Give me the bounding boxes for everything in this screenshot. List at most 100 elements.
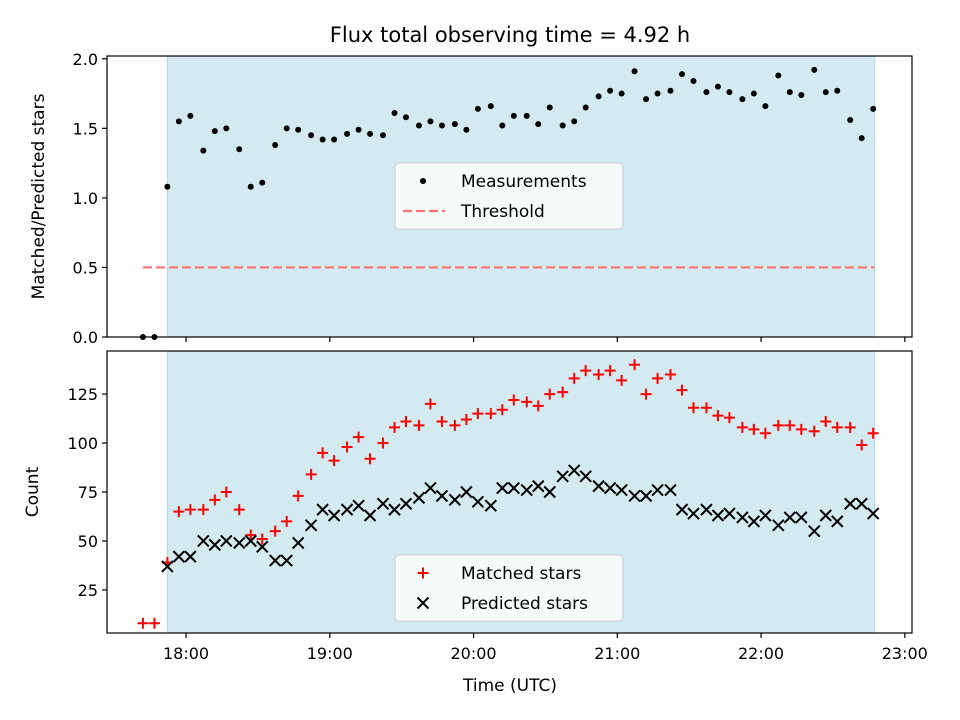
data-point <box>448 493 462 507</box>
data-point <box>688 402 699 414</box>
data-point <box>399 497 413 510</box>
data-point <box>831 515 844 528</box>
y-tick-label: 1.5 <box>73 119 98 138</box>
data-point <box>415 122 422 129</box>
data-point <box>544 388 556 400</box>
y-tick-label: 1.0 <box>73 189 98 208</box>
data-point <box>532 479 545 493</box>
data-point <box>700 402 712 414</box>
data-point <box>256 533 268 545</box>
data-point <box>472 408 484 420</box>
data-point <box>867 427 879 439</box>
data-point <box>679 71 685 78</box>
data-point <box>783 511 797 524</box>
legend-label: Measurements <box>461 172 587 192</box>
data-point <box>451 121 458 128</box>
data-point <box>640 388 652 400</box>
data-point <box>435 489 449 503</box>
data-point <box>870 105 877 112</box>
data-point <box>507 481 521 495</box>
data-point <box>844 421 856 433</box>
y-axis-label: Matched/Predicted stars <box>29 93 49 299</box>
y-axis-label: Count <box>23 466 43 517</box>
data-point <box>487 103 494 110</box>
data-point <box>543 485 556 499</box>
data-point <box>281 515 293 527</box>
data-point <box>714 83 721 90</box>
data-point <box>496 481 509 495</box>
y-tick-label: 0.0 <box>73 328 98 347</box>
data-point <box>582 104 589 111</box>
data-point <box>233 504 245 516</box>
data-point <box>184 504 196 516</box>
data-point <box>316 503 329 516</box>
y-tick-label: 0.5 <box>73 258 98 277</box>
data-point <box>380 132 386 139</box>
data-point <box>795 511 808 524</box>
data-point <box>413 419 425 431</box>
x-tick-label: 19:00 <box>307 644 353 663</box>
data-point <box>197 534 210 548</box>
data-point <box>703 89 710 96</box>
data-point <box>775 72 782 79</box>
data-point <box>847 116 854 123</box>
chart-title: Flux total observing time = 4.92 h <box>330 23 690 47</box>
data-point <box>667 87 674 94</box>
data-point <box>643 96 650 103</box>
legend-box <box>394 162 624 230</box>
data-point <box>460 414 472 426</box>
data-point <box>280 554 293 567</box>
data-point <box>843 497 857 510</box>
data-point <box>200 147 207 154</box>
data-point <box>795 423 807 435</box>
data-point <box>427 118 434 125</box>
data-point <box>499 122 506 129</box>
data-point <box>209 494 221 506</box>
legend-marker <box>420 178 426 184</box>
x-tick-label: 22:00 <box>738 644 784 663</box>
data-point <box>197 504 209 516</box>
data-point <box>866 507 880 520</box>
x-tick-label: 18:00 <box>163 644 209 663</box>
data-point <box>400 416 412 427</box>
x-axis-label: Time (UTC) <box>462 676 557 696</box>
data-point <box>164 183 171 190</box>
legend: Matched stars Predicted stars <box>394 554 624 622</box>
data-point <box>652 372 664 384</box>
data-point <box>412 491 426 505</box>
data-point <box>618 90 625 97</box>
data-point <box>388 503 401 516</box>
data-point <box>748 423 760 435</box>
data-point <box>592 479 605 493</box>
data-point <box>175 118 182 125</box>
data-point <box>822 89 829 96</box>
data-point <box>711 509 725 522</box>
data-point <box>508 394 520 406</box>
data-point <box>858 135 865 142</box>
x-tick-label: 23:00 <box>882 644 928 663</box>
data-point <box>747 515 761 528</box>
data-point <box>595 93 602 100</box>
data-point <box>328 455 340 467</box>
data-point <box>786 89 793 96</box>
data-point <box>327 509 341 522</box>
data-point <box>520 483 533 497</box>
data-point <box>305 468 317 480</box>
data-point <box>352 499 365 512</box>
data-point <box>449 419 461 431</box>
data-point <box>521 396 533 408</box>
data-point <box>376 497 390 510</box>
data-point <box>567 464 581 477</box>
data-point <box>834 87 841 94</box>
data-point <box>161 560 174 573</box>
data-point <box>272 142 279 149</box>
data-point <box>723 412 735 424</box>
data-point <box>798 91 805 98</box>
data-point <box>172 550 186 563</box>
data-point <box>438 122 445 129</box>
data-point <box>474 105 481 112</box>
data-point <box>223 125 230 132</box>
data-point <box>808 524 821 538</box>
data-point <box>593 369 605 380</box>
data-point <box>484 499 498 512</box>
